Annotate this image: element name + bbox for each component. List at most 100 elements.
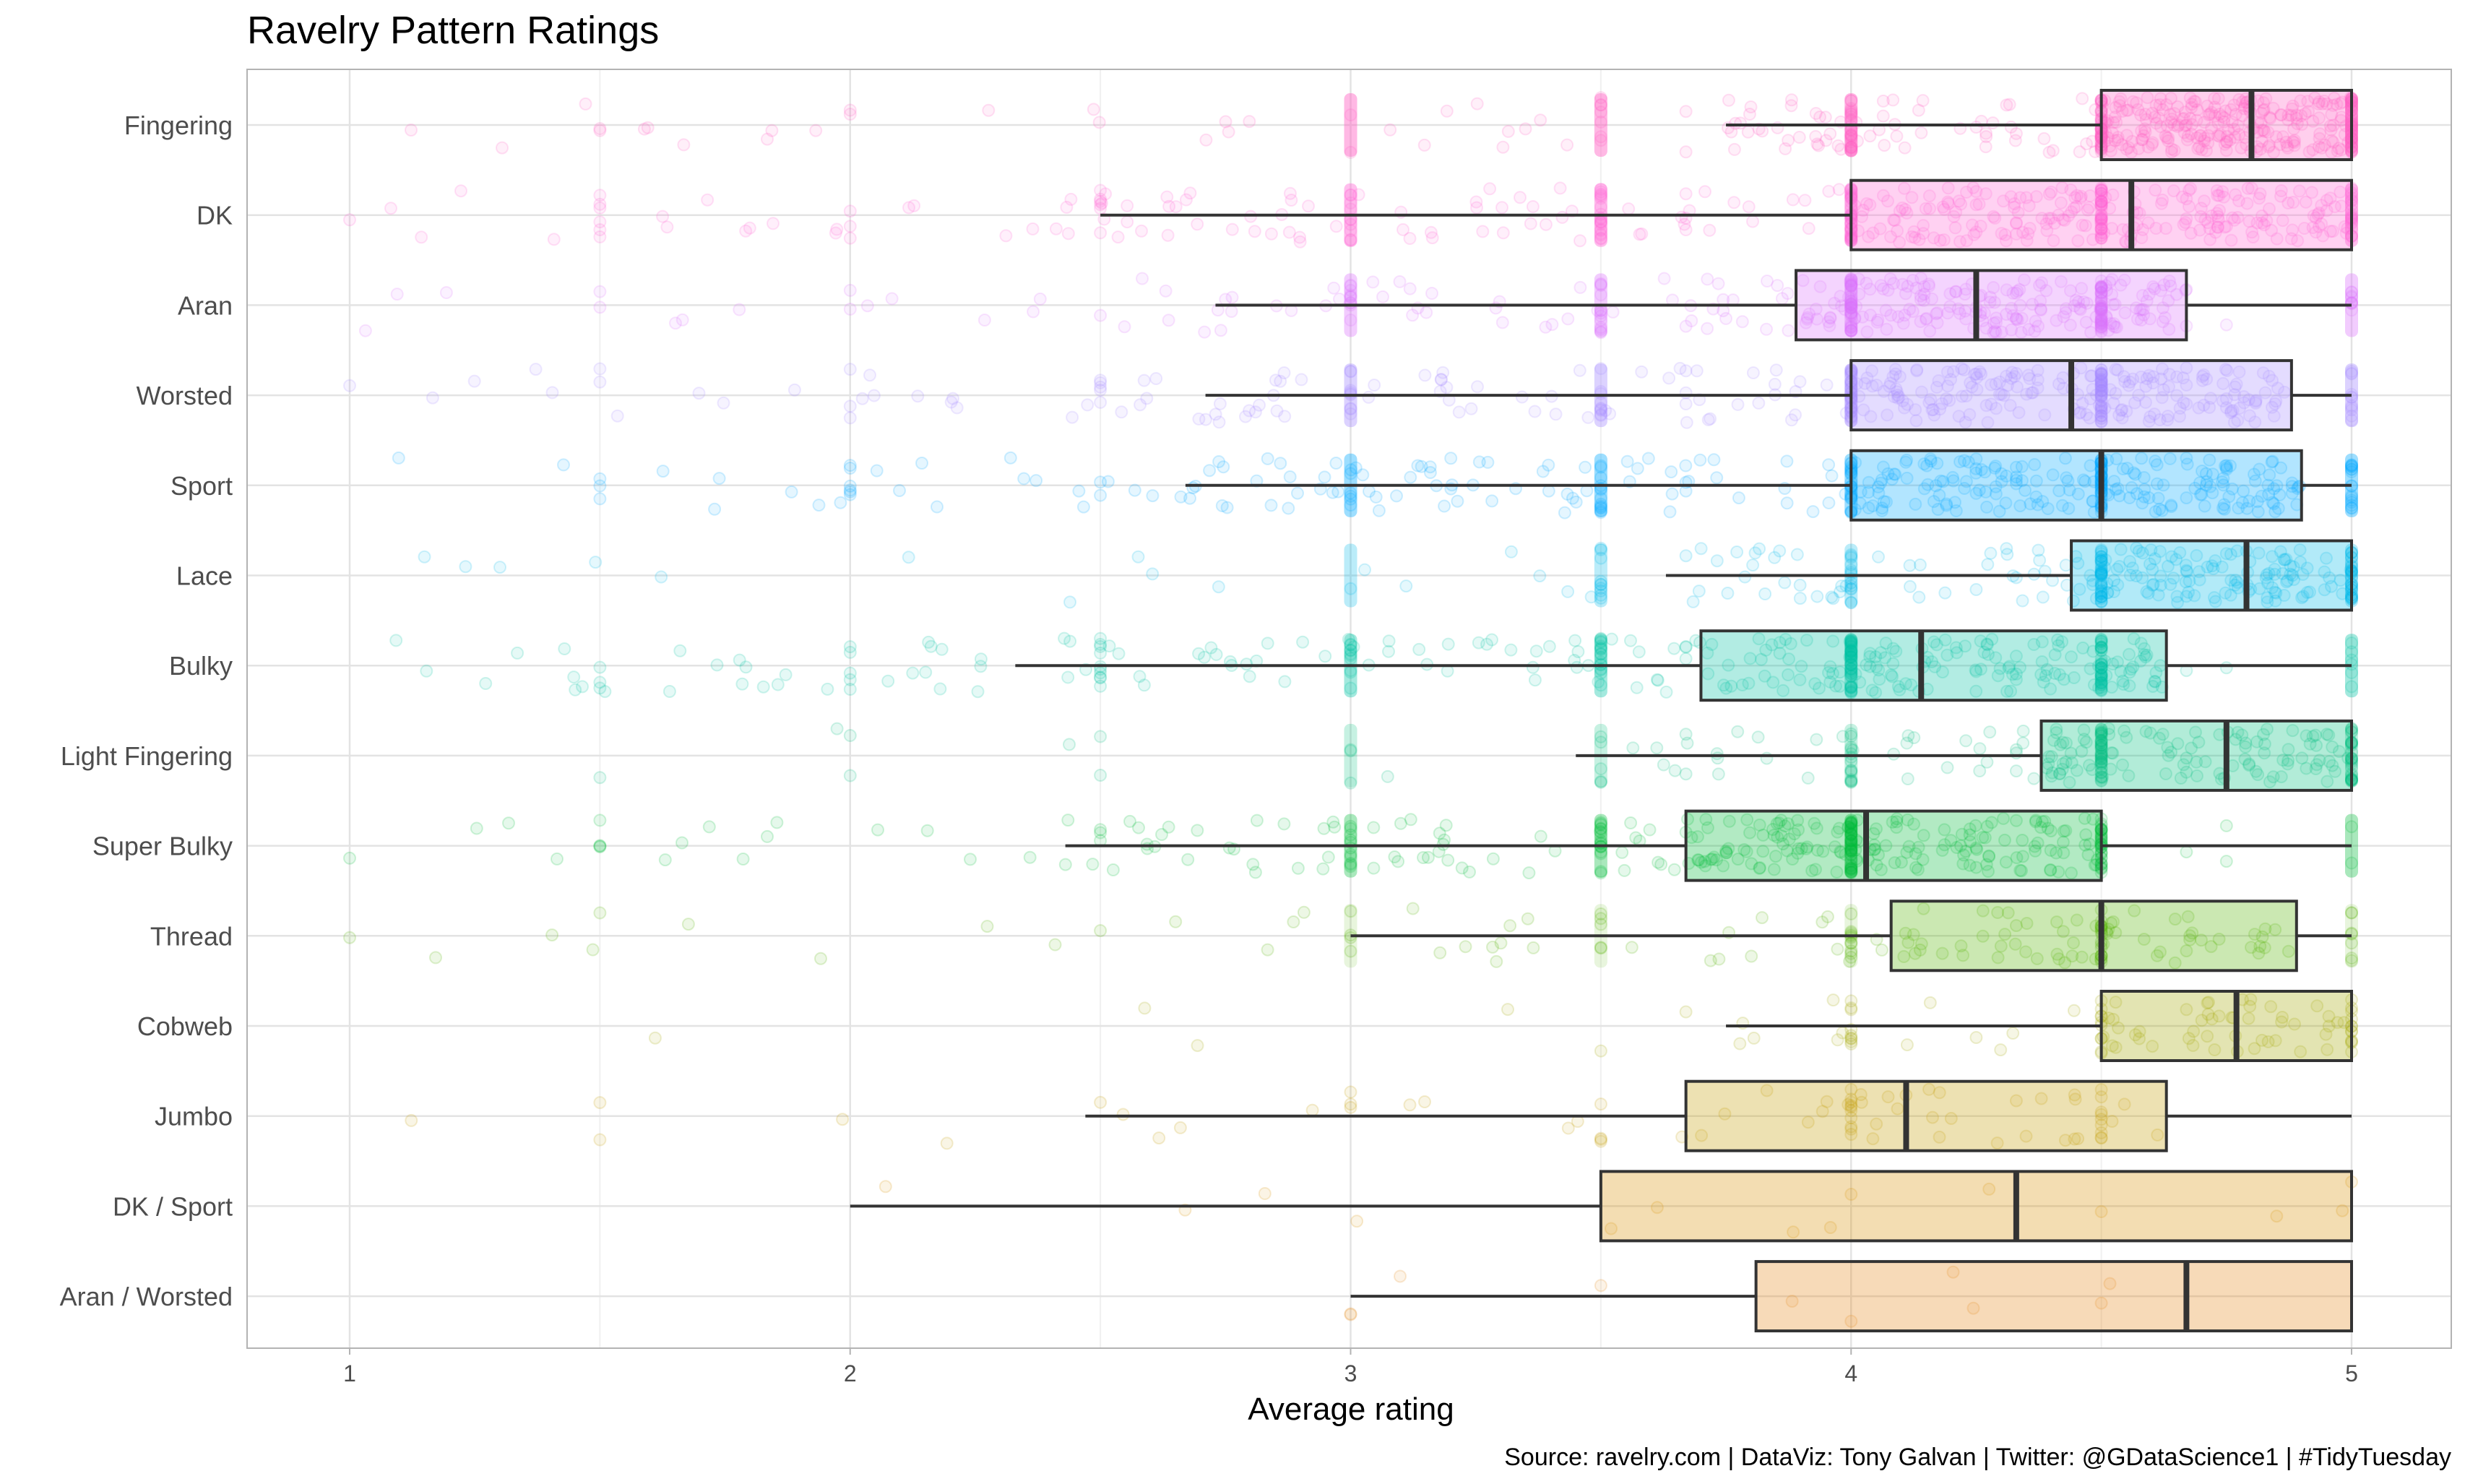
data-point <box>593 472 607 486</box>
data-point <box>2312 206 2326 220</box>
data-point <box>767 217 780 230</box>
data-point <box>708 502 722 516</box>
data-point <box>1973 742 1987 756</box>
data-point <box>2334 113 2348 127</box>
data-point <box>2065 205 2078 219</box>
data-point <box>1722 93 1735 107</box>
data-point <box>2094 215 2108 229</box>
data-point <box>1495 316 1509 329</box>
data-point <box>2094 319 2108 333</box>
data-point <box>1214 324 1227 337</box>
data-point <box>1327 281 1341 295</box>
data-point <box>1366 275 1380 289</box>
data-point <box>1191 217 1204 231</box>
data-point <box>1331 485 1345 499</box>
data-point <box>2320 194 2334 207</box>
data-point <box>2254 142 2267 156</box>
data-point <box>1594 223 1607 237</box>
data-point <box>2255 134 2268 148</box>
data-point <box>2149 184 2162 197</box>
data-point <box>1501 124 1515 138</box>
data-point <box>2332 142 2346 155</box>
data-point <box>1863 282 1877 296</box>
data-point <box>2198 134 2211 148</box>
data-point <box>1138 1001 1152 1015</box>
data-point <box>1441 853 1455 867</box>
data-point <box>1594 231 1607 245</box>
data-point <box>2084 326 2097 339</box>
data-point <box>1912 590 1926 604</box>
data-point <box>2094 217 2108 231</box>
data-point <box>1618 863 1631 877</box>
data-point <box>529 363 543 376</box>
data-point <box>2157 278 2171 292</box>
data-point <box>2164 145 2178 159</box>
data-point <box>1710 554 1724 568</box>
data-point <box>843 400 857 413</box>
data-point <box>1838 303 1852 316</box>
data-point <box>2094 316 2108 330</box>
data-point <box>2107 319 2120 333</box>
data-point <box>2198 212 2212 226</box>
data-point <box>1923 324 1937 338</box>
data-point <box>1239 410 1252 423</box>
data-point <box>1844 105 1858 119</box>
data-point <box>2019 191 2033 204</box>
data-point <box>2165 142 2179 156</box>
data-point <box>2313 131 2326 145</box>
data-point <box>2132 142 2146 155</box>
data-point <box>770 816 784 829</box>
data-point <box>1801 771 1815 785</box>
data-point <box>2072 295 2086 309</box>
data-point <box>1844 321 1858 335</box>
data-point <box>2214 128 2227 142</box>
data-point <box>2313 95 2326 108</box>
data-point <box>1064 192 1078 206</box>
data-point <box>2178 105 2192 119</box>
data-point <box>1711 277 1725 290</box>
data-point <box>1844 298 1858 312</box>
data-point <box>1132 821 1145 834</box>
data-point <box>1863 129 1877 143</box>
data-point <box>2328 91 2341 105</box>
data-point <box>1954 197 1968 211</box>
data-point <box>1329 220 1343 233</box>
data-point <box>1800 311 1814 324</box>
data-point <box>2023 222 2037 235</box>
data-point <box>343 931 356 944</box>
data-point <box>1881 283 1895 297</box>
data-point <box>2198 116 2211 129</box>
data-point <box>2157 383 2170 397</box>
data-point <box>2094 322 2108 335</box>
data-point <box>1844 324 1858 337</box>
data-point <box>2193 140 2206 154</box>
data-point <box>2100 284 2113 297</box>
data-point <box>1283 470 1297 483</box>
data-point <box>1844 279 1858 293</box>
data-point <box>593 223 607 236</box>
data-point <box>1095 197 1108 210</box>
data-point <box>1116 1108 1130 1121</box>
data-point <box>1063 595 1076 609</box>
data-point <box>1983 295 1997 309</box>
data-point <box>1344 365 1357 379</box>
data-point <box>2219 363 2232 376</box>
data-point <box>1344 233 1357 247</box>
data-point <box>1657 272 1671 285</box>
data-point <box>1274 374 1287 388</box>
data-point <box>1969 185 1983 199</box>
data-point <box>2153 413 2167 426</box>
data-point <box>2245 181 2258 195</box>
data-point <box>2016 724 2030 738</box>
data-point <box>2094 210 2108 224</box>
data-point <box>1844 141 1858 155</box>
data-point <box>1888 367 1902 381</box>
data-point <box>1297 905 1311 919</box>
data-point <box>1848 312 1862 326</box>
data-point <box>2099 309 2112 322</box>
data-point <box>1727 196 1741 210</box>
data-point <box>1995 325 2008 339</box>
data-point <box>2105 288 2119 301</box>
data-point <box>2122 379 2136 392</box>
data-point <box>2141 216 2155 230</box>
